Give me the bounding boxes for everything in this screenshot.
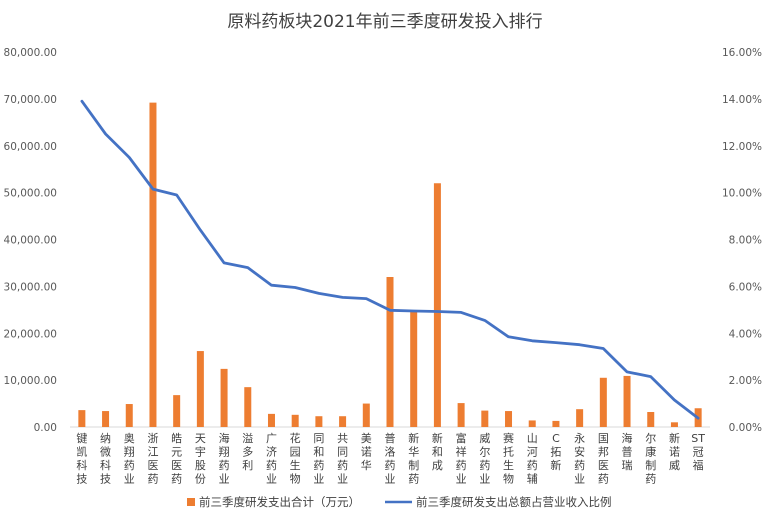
line-series — [80, 99, 700, 420]
category-label: 山河药辅 — [527, 432, 538, 486]
right-tick-label: 2.00% — [729, 375, 762, 387]
right-tick-label: 8.00% — [729, 235, 762, 247]
left-tick-label: 50,000.00 — [4, 188, 57, 200]
left-tick-label: 40,000.00 — [4, 235, 57, 247]
bar — [78, 410, 86, 427]
bar — [528, 420, 536, 427]
bar — [505, 411, 513, 427]
category-label: 新诺威 — [669, 431, 680, 472]
legend-label-bar: 前三季度研发支出合计（万元） — [199, 495, 360, 509]
bar — [410, 310, 418, 427]
category-label: 美诺华 — [361, 432, 372, 472]
right-axis: 0.00% 2.00% 4.00% 6.00% 8.00% 10.00% 12.00% 14.… — [722, 47, 762, 434]
left-tick-label: 0.00 — [34, 422, 57, 434]
category-label: 海翔药业 — [219, 431, 230, 486]
category-label: 花园生物 — [290, 432, 301, 486]
right-tick-label: 12.00% — [722, 141, 762, 153]
category-label: 广济药业 — [266, 432, 277, 486]
left-tick-label: 30,000.00 — [4, 281, 57, 293]
legend-swatch-bar — [187, 498, 195, 506]
category-label: 奥翔药业 — [124, 431, 135, 486]
left-tick-label: 10,000.00 — [4, 375, 57, 387]
category-label: 威尔药业 — [479, 432, 490, 486]
bar — [386, 277, 394, 427]
bar — [196, 351, 204, 427]
right-tick-label: 6.00% — [729, 281, 762, 293]
bar — [267, 413, 275, 427]
category-label: 赛托生物 — [503, 431, 514, 486]
category-label: 新华制药 — [408, 431, 419, 486]
right-tick-label: 10.00% — [722, 188, 762, 200]
bar — [457, 403, 465, 427]
bar — [362, 403, 370, 427]
right-tick-label: 16.00% — [722, 47, 762, 59]
category-label: 永安药业 — [574, 431, 585, 486]
category-labels: 键凯科技 纳微科技 奥翔药业 浙江医药 皓元医药 天宇股份 海翔药业 溢多利 广济药业 花园生物 同… — [76, 431, 705, 486]
bar — [291, 414, 299, 427]
right-tick-label: 4.00% — [729, 328, 762, 340]
category-label: 溢多利 — [242, 431, 253, 472]
category-label: 国邦医药 — [598, 432, 609, 486]
category-label: 键凯科技 — [76, 431, 87, 486]
category-label: 新和成 — [432, 431, 443, 472]
category-label: 尔康制药 — [645, 432, 656, 486]
chart-title: 原料药板块2021年前三季度研发投入排行 — [227, 12, 542, 32]
category-label: 普洛药业 — [385, 431, 396, 486]
left-axis: 0.00 10,000.00 20,000.00 30,000.00 40,000.00… — [4, 47, 57, 434]
category-label: 天宇股份 — [195, 432, 206, 486]
bar — [670, 422, 678, 427]
bar — [125, 404, 133, 427]
legend: 前三季度研发支出合计（万元） 前三季度研发支出总额占营业收入比例 — [187, 495, 612, 509]
bar — [623, 375, 631, 427]
left-tick-label: 60,000.00 — [4, 141, 57, 153]
category-label: ST 冠福 — [691, 432, 705, 472]
category-label: 海普瑞 — [622, 431, 633, 472]
bar — [576, 409, 584, 427]
bar — [102, 411, 110, 427]
bar — [244, 387, 252, 427]
ratio-line — [80, 99, 700, 420]
bar — [173, 395, 181, 427]
category-label: 纳微科技 — [100, 432, 111, 486]
category-label: 同和药业 — [313, 432, 324, 486]
category-label: 皓元医药 — [171, 432, 182, 486]
category-label: 富祥药业 — [456, 431, 467, 486]
left-tick-label: 70,000.00 — [4, 94, 57, 106]
category-label: 共同药业 — [337, 432, 348, 486]
legend-label-line: 前三季度研发支出总额占营业收入比例 — [416, 495, 612, 509]
bar — [552, 420, 560, 427]
left-tick-label: 20,000.00 — [4, 328, 57, 340]
right-tick-label: 14.00% — [722, 94, 762, 106]
left-tick-label: 80,000.00 — [4, 47, 57, 59]
category-label: C 拓新 — [550, 432, 561, 472]
right-tick-label: 0.00% — [729, 422, 762, 434]
bar — [599, 377, 607, 427]
bar — [481, 410, 489, 427]
bar-series — [78, 102, 702, 427]
bar — [339, 416, 347, 427]
category-label: 浙江医药 — [147, 432, 158, 486]
bar — [647, 412, 655, 427]
bar — [433, 183, 441, 427]
bar — [149, 102, 157, 427]
bar — [220, 368, 228, 427]
bar — [315, 416, 323, 427]
